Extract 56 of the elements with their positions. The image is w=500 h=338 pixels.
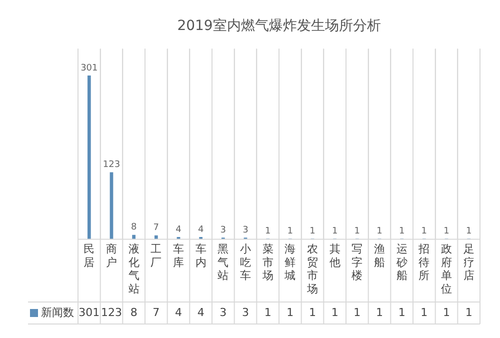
- annotation: 123: [102, 160, 120, 170]
- data-label: 7: [152, 306, 160, 319]
- x-tick-label: 运砂船: [395, 242, 408, 282]
- annotation: 8: [130, 222, 137, 233]
- x-tick-label: 菜市场: [261, 242, 274, 282]
- annotation: 3: [242, 225, 248, 236]
- data-label: 3: [242, 306, 249, 319]
- x-tick-label: 海鲜城: [284, 242, 296, 282]
- text: 301: [80, 63, 98, 74]
- annotation: 1: [287, 226, 294, 236]
- annotation: 4: [176, 224, 182, 235]
- data-label: 1: [398, 306, 406, 319]
- annotation: 1: [376, 226, 382, 236]
- data-label: 8: [130, 306, 138, 319]
- annotation: 1: [398, 226, 405, 236]
- data-label: 1: [309, 306, 316, 319]
- data-label: 301: [78, 306, 100, 319]
- data-label: 1: [443, 306, 450, 319]
- x-tick-label: 渔船: [374, 242, 385, 269]
- x-tick-label: 工厂: [150, 242, 162, 269]
- data-label: 1: [376, 306, 383, 319]
- x-tick-label: 液化气站: [128, 242, 140, 296]
- data-label: 1: [331, 306, 338, 319]
- x-tick-label: 车库: [173, 242, 184, 269]
- annotation: 1: [332, 226, 338, 236]
- data-label: 1: [264, 306, 272, 319]
- x-tick-label: 其他: [329, 242, 340, 269]
- legend-label: 新闻数: [41, 306, 74, 319]
- x-tick-label: 车内: [195, 242, 206, 269]
- annotation: 1: [466, 226, 472, 236]
- x-tick-label: 民居: [84, 242, 95, 269]
- annotation: 1: [264, 226, 271, 236]
- x-tick-label: 足疗店: [463, 242, 474, 282]
- x-tick-label: 农贸市场: [306, 242, 318, 296]
- chart-title: 2019室内燃气爆炸发生场所分析: [177, 18, 381, 34]
- x-tick-label: 政府单位: [441, 242, 452, 296]
- data-label: 1: [420, 306, 428, 319]
- data-label: 3: [220, 306, 227, 319]
- data-label: 123: [101, 306, 122, 319]
- data-label: 4: [175, 306, 182, 319]
- x-tick-label: 商户: [106, 242, 117, 269]
- data-label: 1: [354, 306, 361, 319]
- annotation: 1: [354, 226, 360, 236]
- annotation: 7: [153, 223, 160, 234]
- data-label: 4: [197, 306, 204, 319]
- annotation: 3: [220, 225, 226, 236]
- annotation: 1: [444, 226, 450, 236]
- data-label: 1: [465, 306, 472, 319]
- annotation: 1: [421, 226, 428, 236]
- annotation: 4: [198, 224, 204, 235]
- annotation: 1: [310, 226, 316, 236]
- data-label: 1: [286, 306, 294, 319]
- x-tick-label: 黑气站: [218, 242, 229, 282]
- x-tick-label: 招待所: [418, 242, 430, 282]
- x-tick-label: 写字楼: [352, 242, 363, 282]
- x-tick-label: 小吃车: [240, 242, 251, 282]
